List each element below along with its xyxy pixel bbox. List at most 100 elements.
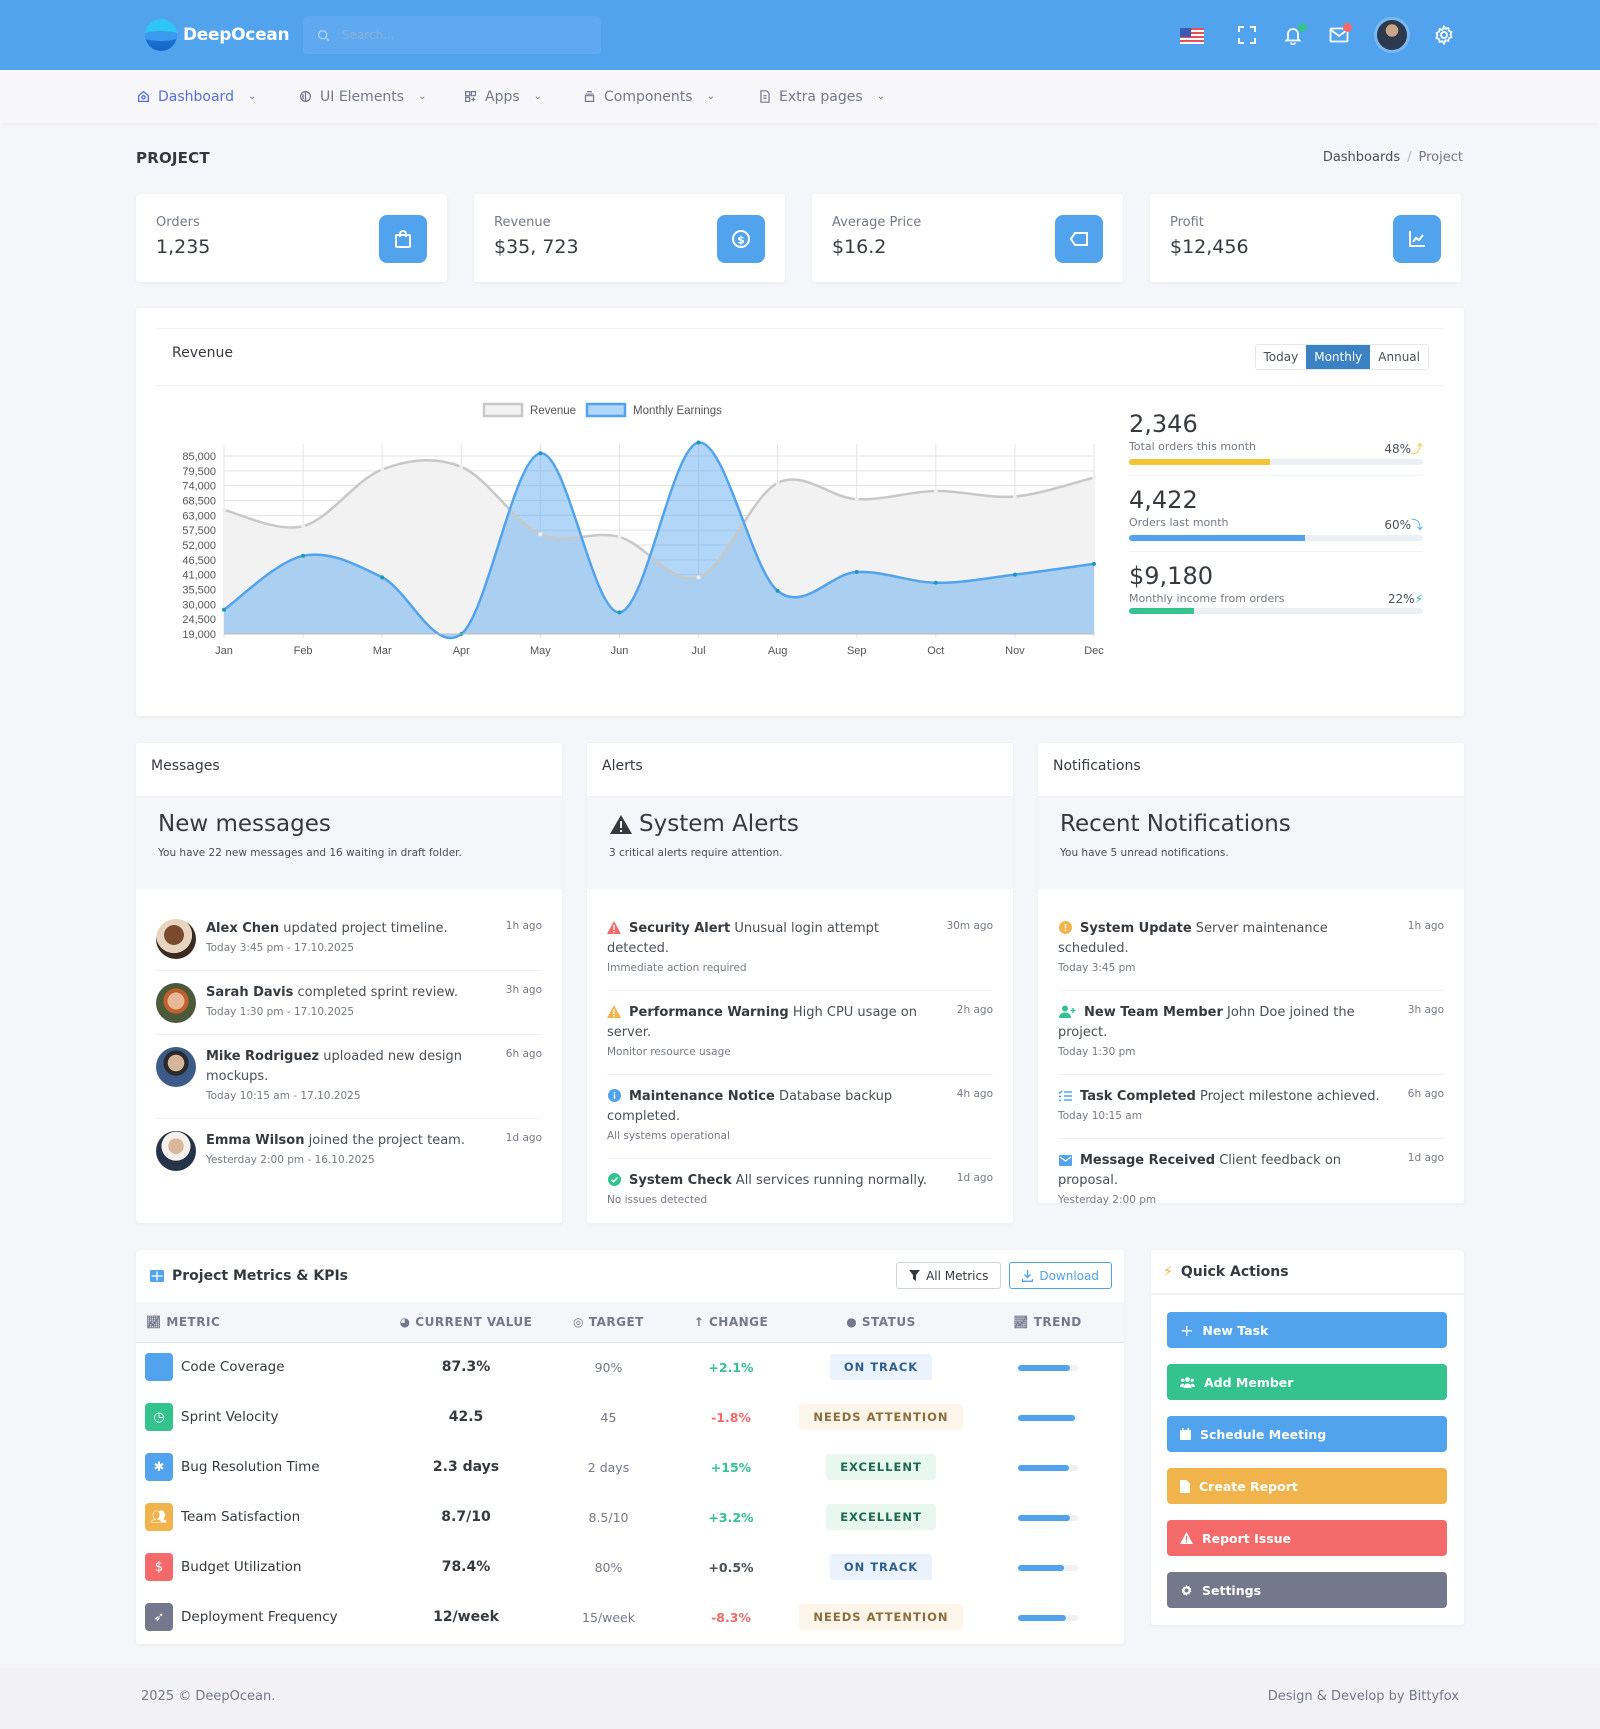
svg-text:85,000: 85,000 [182,451,216,463]
add-member-button[interactable]: Add Member [1167,1364,1447,1400]
nav-components[interactable]: Components ⌄ [583,70,715,123]
alert-title: Maintenance Notice [629,1089,775,1104]
svg-text:$: $ [737,234,745,247]
notifications-panel: Notifications Recent Notifications You h… [1038,743,1464,1206]
search-input[interactable] [342,28,572,42]
stat-card-orders: Orders 1,235 [136,194,447,282]
column-header-metric[interactable]: 📈︎ METRIC [146,1314,221,1329]
table-row[interactable]: 👥︎ Team Satisfaction 8.7/10 8.5/10 +3.2% EXCE… [136,1492,1124,1542]
message-date: Today 10:15 am - 17.10.2025 [206,1090,361,1102]
table-row[interactable]: ✱ Bug Resolution Time 2.3 days 2 days +15% EX… [136,1442,1124,1492]
exclamation-circle-icon [1058,921,1072,935]
fullscreen-button[interactable] [1234,22,1260,48]
fullscreen-icon [1238,26,1256,44]
trend-cell [971,1542,1124,1592]
notification-time: 1h ago [1407,920,1444,932]
notification-item[interactable]: Message Received Client feedback on prop… [1058,1139,1444,1222]
messages-button[interactable] [1326,22,1352,48]
nav-ui-elements[interactable]: UI Elements ⌄ [299,70,426,123]
message-item[interactable]: Sarah Davis completed sprint review. Tod… [156,971,542,1035]
message-text: joined the project team. [308,1133,465,1148]
stat-value: 1,235 [156,236,211,258]
notification-text: Project milestone achieved. [1199,1089,1380,1104]
footer-credit[interactable]: Design & Develop by Bittyfox [1267,1689,1459,1704]
tab-today[interactable]: Today [1263,350,1299,364]
svg-text:Jul: Jul [692,645,706,657]
svg-text:Oct: Oct [927,645,944,657]
trend-bar [1017,1415,1078,1421]
alert-item[interactable]: Maintenance Notice Database backup compl… [607,1075,993,1159]
message-item[interactable]: Emma Wilson joined the project team. Yes… [156,1119,542,1182]
alert-item[interactable]: Performance Warning High CPU usage on se… [607,991,993,1075]
search-box[interactable] [303,16,601,54]
column-header-status[interactable]: ● STATUS [846,1314,916,1329]
new-task-button[interactable]: + New Task [1167,1312,1447,1348]
info-icon [607,1089,621,1103]
alert-sub: No issues detected [607,1194,708,1206]
svg-text:30,000: 30,000 [182,599,216,611]
settings-button[interactable] [1431,22,1457,48]
arrow-up-icon: ↑ [693,1314,709,1329]
avatar [156,1047,196,1087]
table-row[interactable]: $ Budget Utilization 78.4% 80% +0.5% ON TRACK [136,1542,1124,1592]
schedule-meeting-button[interactable]: Schedule Meeting [1167,1416,1447,1452]
period-toggle: Today Monthly Annual [1254,344,1429,370]
notifications-button[interactable] [1280,22,1307,48]
report-issue-button[interactable]: Report Issue [1167,1520,1447,1556]
quick-actions-header: ⚡ Quick Actions [1151,1250,1464,1295]
stat-label: Profit [1170,215,1204,230]
create-report-button[interactable]: Create Report [1167,1468,1447,1504]
metric-name: Sprint Velocity [181,1409,279,1425]
status-cell: NEEDS ATTENTION [791,1592,971,1642]
download-button[interactable]: Download [1009,1262,1112,1289]
message-date: Yesterday 2:00 pm - 16.10.2025 [206,1154,375,1166]
trend-bar [1017,1615,1078,1621]
gauge-icon: ◕ [399,1314,416,1329]
brand-logo[interactable]: DeepOcean [145,19,290,51]
bug-icon: ✱ [145,1453,173,1481]
table-row[interactable]: Code Coverage 87.3% 90% +2.1% ON TRACK [136,1342,1124,1392]
message-text: updated project timeline. [283,921,448,936]
nav-dashboard[interactable]: Dashboard ⌄ [137,70,256,123]
stat-label: Orders [156,215,200,230]
alert-item[interactable]: Security Alert Unusual login attempt det… [607,907,993,991]
metric-cell: Code Coverage [136,1342,386,1392]
column-header-trend[interactable]: 📈︎ TREND [1013,1314,1082,1329]
message-item[interactable]: Mike Rodriguez uploaded new design mocku… [156,1035,542,1119]
tab-annual[interactable]: Annual [1378,350,1420,364]
notification-title: New Team Member [1084,1005,1223,1020]
filter-icon [909,1270,921,1281]
nav-apps[interactable]: Apps ⌄ [464,70,542,123]
nav-extra-pages[interactable]: Extra pages ⌄ [759,70,885,123]
warning-icon [610,814,632,834]
brand-name: DeepOcean [183,25,290,45]
alert-item[interactable]: System Check All services running normal… [607,1159,993,1222]
logo-icon [145,19,177,51]
breadcrumb-dashboards[interactable]: Dashboards [1322,150,1401,165]
table-row[interactable]: ◷ Sprint Velocity 42.5 45 -1.8% NEEDS ATTENTI… [136,1392,1124,1442]
user-avatar[interactable] [1374,17,1410,53]
message-item[interactable]: Alex Chen updated project timeline. Toda… [156,907,542,971]
quick-actions-card: ⚡ Quick Actions + New Task Add Member Sch… [1151,1250,1464,1625]
column-header-target[interactable]: ◎ TARGET [573,1314,644,1329]
notification-item[interactable]: System Update Server maintenance schedul… [1058,907,1444,991]
notification-item[interactable]: New Team Member John Doe joined the proj… [1058,991,1444,1075]
table-row[interactable]: ➶ Deployment Frequency 12/week 15/week -8.3%… [136,1592,1124,1642]
alert-time: 1d ago [956,1172,993,1184]
filter-all-metrics-button[interactable]: All Metrics [896,1262,1002,1289]
side-stat-pct: 22% [1387,592,1415,606]
tab-monthly[interactable]: Monthly [1306,345,1371,369]
svg-text:Apr: Apr [453,645,470,657]
notification-item[interactable]: Task Completed Project milestone achieve… [1058,1075,1444,1139]
column-header-change[interactable]: ↑ CHANGE [693,1314,769,1329]
us-flag-icon[interactable] [1180,28,1204,44]
svg-text:74,000: 74,000 [182,481,216,493]
metric-cell: $ Budget Utilization [136,1542,386,1592]
settings-button[interactable]: Settings [1167,1572,1447,1608]
mail-icon [1329,27,1349,43]
gear-icon [1435,25,1453,45]
trend-bar [1017,1515,1078,1521]
column-header-current-value[interactable]: ◕ CURRENT VALUE [399,1314,533,1329]
stat-value: $16.2 [832,236,887,258]
sender-name: Emma Wilson [206,1133,305,1148]
